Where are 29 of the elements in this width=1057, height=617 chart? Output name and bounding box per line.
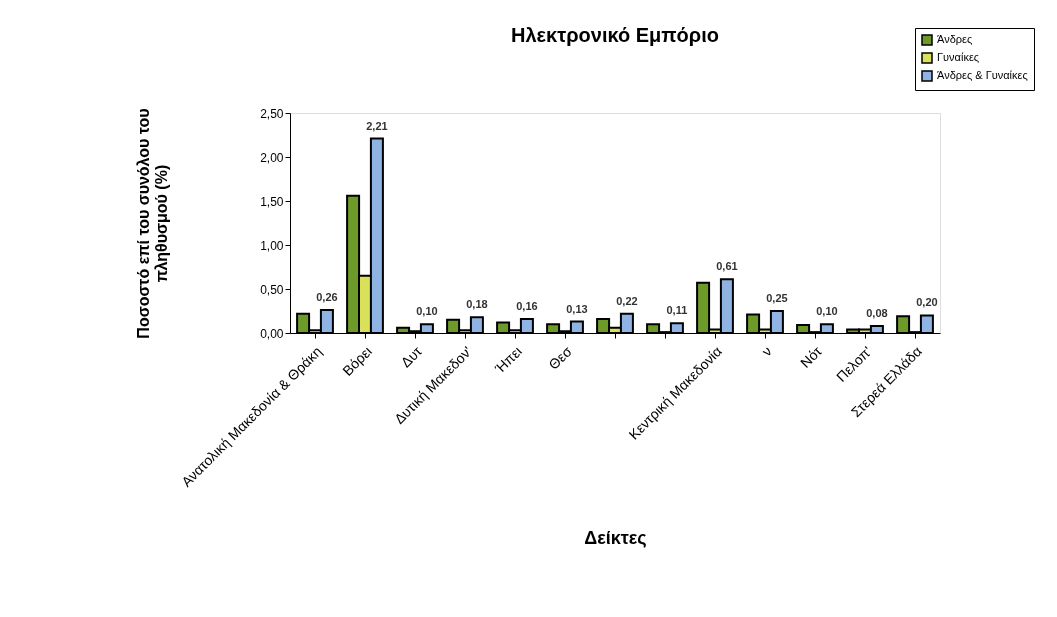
data-label: 0,25 [766, 292, 788, 304]
data-label: 0,18 [466, 298, 488, 311]
y-tick-label: 2,50 [260, 106, 284, 121]
y-tick-label: 1,00 [260, 238, 284, 253]
data-label: 2,21 [366, 119, 388, 132]
data-label: 0,08 [866, 306, 888, 319]
data-label: 0,20 [916, 296, 938, 309]
data-label: 0,11 [666, 304, 688, 317]
legend-label: Άνδρες & Γυναίκες [937, 69, 1028, 81]
legend-label: Άνδρες [937, 33, 973, 45]
x-axis-title: Δείκτες [584, 527, 647, 548]
x-tick-label: Θεσ [545, 342, 576, 373]
data-label: 0,22 [616, 294, 638, 307]
data-label: 0,10 [816, 305, 838, 318]
chart-title: Ηλεκτρονικό Εμπόριο [511, 23, 719, 46]
x-tick-label: ν [758, 343, 775, 360]
y-tick-label: 2,00 [260, 150, 284, 165]
data-label: 0,13 [566, 302, 588, 315]
data-label: 0,61 [716, 260, 738, 273]
y-axis-title: Ποσοστό επί του συνόλου του πληθυσμού (%) [135, 108, 171, 339]
x-tick-label: Δυτ [397, 342, 426, 371]
y-tick-label: 0,00 [260, 326, 284, 341]
y-tick-label: 1,50 [260, 194, 284, 209]
legend-label: Γυναίκες [937, 51, 980, 63]
data-label: 0,10 [416, 305, 438, 318]
data-label: 0,26 [316, 291, 338, 304]
data-label: 0,16 [516, 299, 538, 312]
y-tick-label: 0,50 [260, 282, 284, 297]
x-tick-label: Νότ [797, 342, 826, 371]
